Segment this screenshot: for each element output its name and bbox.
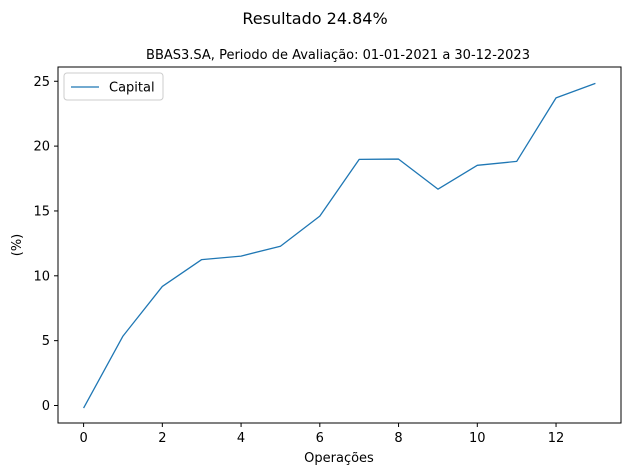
legend-box: [63, 72, 164, 101]
y-tick-label: 5: [42, 334, 50, 349]
x-tick-label: 4: [237, 431, 245, 446]
plot-area: 0 2 4 6 8 10 12 0 5 10 15 20 25: [33, 66, 622, 446]
x-axis-label: Operações: [304, 451, 374, 466]
y-tick-label: 10: [33, 269, 50, 284]
x-tick-label: 12: [548, 431, 565, 446]
chart-subtitle: BBAS3.SA, Periodo de Avaliação: 01-01-20…: [146, 48, 530, 63]
plot-frame: [57, 66, 622, 424]
legend-label-capital: Capital: [109, 81, 155, 96]
x-tick-label: 2: [158, 431, 166, 446]
chart-title: Resultado 24.84%: [242, 9, 387, 28]
series-line-capital: [83, 82, 596, 409]
x-tick-label: 6: [316, 431, 324, 446]
x-tick-label: 8: [394, 431, 402, 446]
y-tick-label: 20: [33, 140, 50, 155]
y-axis-label: (%): [10, 234, 25, 257]
series-group: [83, 82, 596, 409]
x-tick-label: 0: [79, 431, 87, 446]
legend: Capital: [63, 72, 164, 101]
x-tick-label: 10: [469, 431, 486, 446]
y-tick-label: 0: [42, 399, 50, 414]
x-axis-ticks: 0 2 4 6 8 10 12: [79, 423, 564, 446]
y-tick-label: 15: [33, 204, 50, 219]
y-axis-ticks: 0 5 10 15 20 25: [33, 75, 58, 414]
y-tick-label: 25: [33, 75, 50, 90]
